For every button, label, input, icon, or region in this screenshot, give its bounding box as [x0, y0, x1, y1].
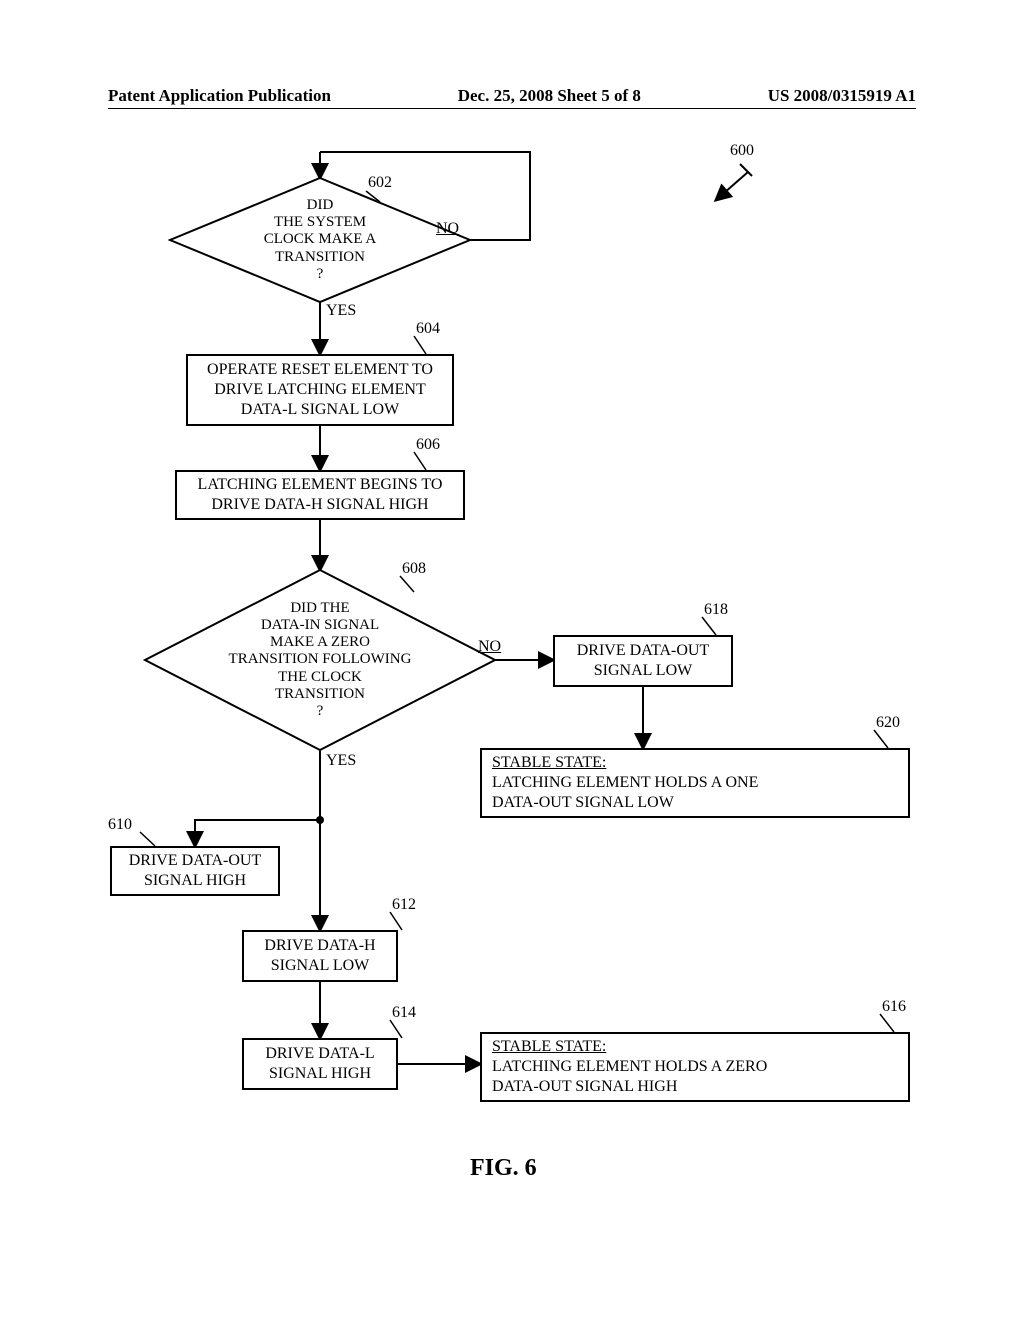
state-616: STABLE STATE: LATCHING ELEMENT HOLDS A Z… [480, 1032, 910, 1102]
process-606: LATCHING ELEMENT BEGINS TO DRIVE DATA-H … [175, 470, 465, 520]
process-614: DRIVE DATA-L SIGNAL HIGH [242, 1038, 398, 1090]
label-yes-608: YES [326, 752, 356, 770]
figure-caption: FIG. 6 [470, 1155, 537, 1182]
flowchart-canvas: DID THE SYSTEM CLOCK MAKE A TRANSITION ?… [0, 140, 1024, 1240]
header-left: Patent Application Publication [108, 86, 331, 106]
process-612-text: DRIVE DATA-H SIGNAL LOW [264, 936, 375, 976]
state-620-title: STABLE STATE: [492, 753, 606, 773]
process-604-text: OPERATE RESET ELEMENT TO DRIVE LATCHING … [207, 360, 433, 420]
ref-602: 602 [368, 174, 392, 192]
state-616-text: LATCHING ELEMENT HOLDS A ZERO DATA-OUT S… [492, 1057, 767, 1097]
header-right: US 2008/0315919 A1 [768, 86, 916, 106]
page-header: Patent Application Publication Dec. 25, … [0, 86, 1024, 106]
ref-604: 604 [416, 320, 440, 338]
ref-610: 610 [108, 816, 132, 834]
ref-616: 616 [882, 998, 906, 1016]
label-yes-602: YES [326, 302, 356, 320]
label-no-602: NO [436, 220, 459, 238]
ref-620: 620 [876, 714, 900, 732]
ref-614: 614 [392, 1004, 416, 1022]
ref-606: 606 [416, 436, 440, 454]
state-620: STABLE STATE: LATCHING ELEMENT HOLDS A O… [480, 748, 910, 818]
ref-612: 612 [392, 896, 416, 914]
process-612: DRIVE DATA-H SIGNAL LOW [242, 930, 398, 982]
decision-608-text: DID THE DATA-IN SIGNAL MAKE A ZERO TRANS… [229, 600, 412, 721]
ref-618: 618 [704, 601, 728, 619]
label-no-608: NO [478, 638, 501, 656]
process-604: OPERATE RESET ELEMENT TO DRIVE LATCHING … [186, 354, 454, 426]
state-616-title: STABLE STATE: [492, 1037, 606, 1057]
ref-608: 608 [402, 560, 426, 578]
process-610: DRIVE DATA-OUT SIGNAL HIGH [110, 846, 280, 896]
process-610-text: DRIVE DATA-OUT SIGNAL HIGH [129, 851, 261, 891]
header-rule [108, 108, 916, 109]
header-center: Dec. 25, 2008 Sheet 5 of 8 [458, 86, 641, 106]
decision-602-text: DID THE SYSTEM CLOCK MAKE A TRANSITION ? [264, 197, 377, 283]
ref-600: 600 [730, 142, 754, 160]
process-606-text: LATCHING ELEMENT BEGINS TO DRIVE DATA-H … [198, 475, 443, 515]
process-618: DRIVE DATA-OUT SIGNAL LOW [553, 635, 733, 687]
process-618-text: DRIVE DATA-OUT SIGNAL LOW [577, 641, 709, 681]
process-614-text: DRIVE DATA-L SIGNAL HIGH [265, 1044, 374, 1084]
state-620-text: LATCHING ELEMENT HOLDS A ONE DATA-OUT SI… [492, 773, 758, 813]
